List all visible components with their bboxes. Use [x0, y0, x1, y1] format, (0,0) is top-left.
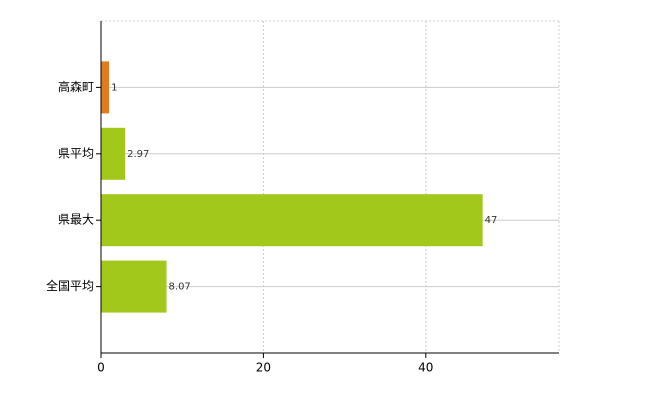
- value-label: 1: [111, 82, 117, 93]
- bar: [101, 260, 167, 313]
- x-tick-label: 0: [97, 361, 105, 375]
- bar: [101, 127, 126, 180]
- value-label: 8.07: [169, 282, 191, 293]
- y-tick-label: 県平均: [58, 146, 94, 160]
- y-tick-label: 高森町: [58, 79, 94, 94]
- y-tick-label: 県最大: [58, 213, 94, 227]
- value-label: 2.97: [127, 149, 149, 160]
- x-tick-label: 20: [256, 361, 271, 375]
- x-tick-label: 40: [418, 361, 433, 375]
- bar: [101, 194, 483, 247]
- value-label: 47: [485, 215, 498, 226]
- y-tick-label: 全国平均: [46, 278, 94, 293]
- bar: [101, 61, 110, 114]
